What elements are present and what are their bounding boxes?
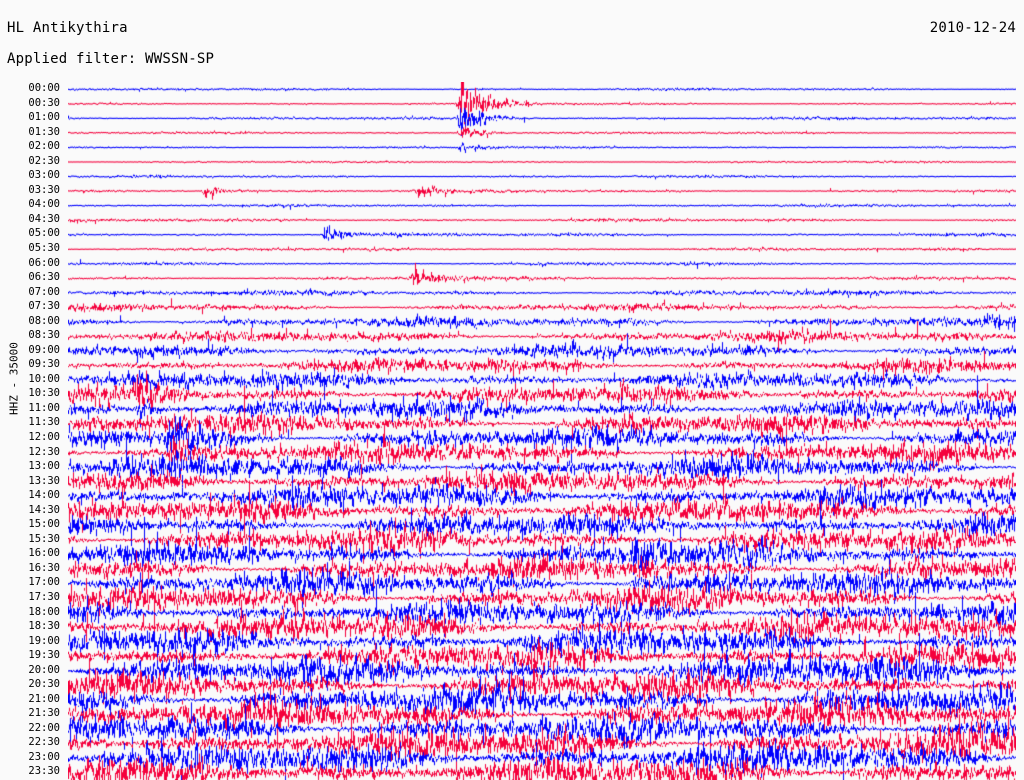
time-tick-label: 08:30 [28, 329, 60, 342]
time-tick-label: 07:00 [28, 285, 60, 298]
time-tick-label: 18:00 [28, 605, 60, 618]
time-tick-label: 15:00 [28, 518, 60, 531]
record-date: 2010-12-24 [929, 20, 1016, 36]
time-tick-label: 12:00 [28, 431, 60, 443]
time-tick-label: 19:00 [28, 634, 60, 647]
time-tick-label: 17:00 [28, 576, 60, 589]
time-tick-label: 02:30 [28, 154, 60, 167]
time-tick-label: 02:00 [28, 140, 60, 153]
time-tick-label: 22:00 [28, 721, 60, 734]
time-tick-label: 01:30 [28, 125, 60, 138]
time-tick-label: 09:00 [28, 343, 60, 356]
time-tick-label: 19:30 [28, 649, 60, 662]
time-tick-label: 15:30 [28, 532, 60, 545]
time-tick-label: 08:00 [28, 314, 60, 327]
time-axis-ticks: 00:00 00:30 01:00 01:30 02:00 02:30 03:00 03:30… [0, 82, 64, 780]
time-tick-label: 04:30 [28, 212, 60, 225]
time-tick-label: 01:00 [28, 111, 60, 124]
time-tick-label: 16:00 [28, 547, 60, 560]
time-tick-label: 06:30 [28, 271, 60, 284]
applied-filter-label: Applied filter: WWSSN-SP [7, 51, 215, 67]
time-tick-label: 11:00 [28, 401, 60, 414]
time-tick-label: 11:30 [28, 416, 60, 429]
time-tick-label: 12:30 [28, 445, 60, 458]
time-tick-label: 21:00 [28, 692, 60, 705]
time-tick-label: 03:00 [28, 169, 60, 182]
time-tick-label: 23:00 [28, 750, 60, 763]
time-tick-label: 14:00 [28, 489, 60, 502]
seismogram-plot [68, 82, 1016, 780]
time-tick-label: 17:30 [28, 590, 60, 603]
time-tick-label: 06:00 [28, 256, 60, 269]
time-tick-label: 13:00 [28, 460, 60, 473]
time-tick-label: 03:30 [28, 183, 60, 196]
time-tick-label: 16:30 [28, 561, 60, 574]
seismogram-trace-canvas [68, 82, 1016, 780]
time-tick-label: 23:30 [28, 765, 60, 778]
station-title: HL Antikythira [7, 20, 128, 36]
time-tick-label: 00:30 [28, 96, 60, 109]
time-tick-label: 05:30 [28, 241, 60, 254]
time-tick-label: 09:30 [28, 358, 60, 371]
time-tick-label: 21:30 [28, 707, 60, 720]
time-tick-label: 10:00 [28, 372, 60, 385]
time-tick-label: 10:30 [28, 387, 60, 400]
time-tick-label: 04:00 [28, 198, 60, 211]
time-tick-label: 13:30 [28, 474, 60, 487]
time-tick-label: 18:30 [28, 620, 60, 633]
time-tick-label: 20:30 [28, 678, 60, 691]
time-tick-label: 22:30 [28, 736, 60, 749]
time-tick-label: 07:30 [28, 300, 60, 313]
time-tick-label: 05:00 [28, 227, 60, 240]
time-tick-label: 00:00 [28, 82, 60, 94]
time-tick-label: 14:30 [28, 503, 60, 516]
time-tick-label: 20:00 [28, 663, 60, 676]
